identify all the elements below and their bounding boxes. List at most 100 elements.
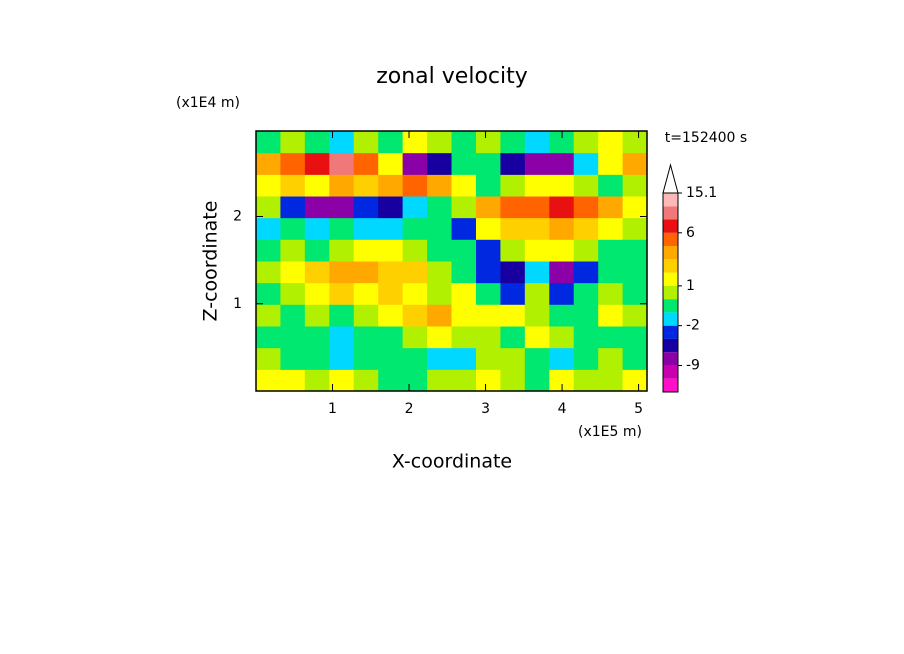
colorbar-extend: [662, 163, 679, 194]
field-cell: [256, 217, 281, 240]
field-cell: [622, 195, 648, 219]
field-cell: [304, 152, 330, 175]
field-cell: [329, 369, 355, 392]
field-cell: [378, 130, 404, 154]
field-cell: [549, 152, 575, 175]
field-cell: [598, 130, 624, 154]
field-cell: [622, 239, 648, 262]
field-cell: [402, 304, 428, 327]
field-cell: [353, 304, 379, 327]
field-cell: [256, 195, 281, 219]
field-cell: [598, 239, 624, 262]
colorbar-band: [663, 299, 678, 313]
field-cell: [329, 130, 355, 154]
colorbar-band: [663, 312, 678, 326]
field-cell: [256, 174, 281, 197]
field-cell: [402, 217, 428, 240]
field-cell: [622, 304, 648, 327]
colorbar-tick-label: 15.1: [686, 185, 717, 201]
field-cell: [402, 325, 428, 349]
x-tick-label: 3: [481, 401, 490, 417]
field-cell: [549, 282, 575, 305]
field-cell: [476, 282, 501, 305]
field-cell: [573, 304, 599, 327]
colorbar-tick-label: -2: [686, 318, 700, 334]
field-cell: [622, 217, 648, 240]
field-cell: [427, 304, 453, 327]
field-cell: [622, 325, 648, 349]
colorbar-band: [663, 325, 678, 339]
colorbar-band: [663, 365, 678, 379]
field-cell: [500, 304, 526, 327]
field-cell: [280, 260, 306, 284]
field-cell: [549, 174, 575, 197]
field-cell: [573, 369, 599, 392]
field-cell: [280, 239, 306, 262]
field-cell: [256, 130, 281, 154]
field-cell: [622, 369, 648, 392]
field-cell: [500, 260, 526, 284]
field-cell: [451, 260, 477, 284]
field-cell: [280, 325, 306, 349]
colorbar-band: [663, 219, 678, 233]
field-cell: [402, 260, 428, 284]
field-cell: [524, 369, 550, 392]
field-cell: [573, 195, 599, 219]
field-cell: [256, 282, 281, 305]
field-cell: [524, 239, 550, 262]
field-cell: [451, 304, 477, 327]
field-cell: [451, 130, 477, 154]
field-cell: [524, 325, 550, 349]
field-cell: [304, 174, 330, 197]
field-cell: [451, 174, 477, 197]
field-cell: [500, 282, 526, 305]
field-cell: [573, 217, 599, 240]
field-cell: [378, 260, 404, 284]
field-cell: [476, 325, 501, 349]
field-cell: [549, 239, 575, 262]
field-cell: [353, 195, 379, 219]
field-cell: [280, 174, 306, 197]
colorbar-tick-label: -9: [686, 357, 700, 373]
field-cell: [427, 195, 453, 219]
field-cell: [304, 239, 330, 262]
field-cell: [427, 325, 453, 349]
field-cell: [598, 260, 624, 284]
field-cell: [598, 325, 624, 349]
field-cell: [549, 195, 575, 219]
field-cell: [622, 282, 648, 305]
field-cell: [427, 152, 453, 175]
field-cell: [598, 304, 624, 327]
field-cell: [304, 130, 330, 154]
field-cell: [329, 195, 355, 219]
colorbar-band: [663, 272, 678, 286]
field-cell: [500, 152, 526, 175]
field-cell: [353, 152, 379, 175]
field: [256, 130, 648, 392]
field-cell: [524, 152, 550, 175]
field-cell: [280, 195, 306, 219]
field-cell: [573, 282, 599, 305]
field-cell: [353, 282, 379, 305]
field-cell: [427, 130, 453, 154]
field-cell: [304, 217, 330, 240]
field-cell: [476, 152, 501, 175]
field-cell: [451, 239, 477, 262]
field-cell: [256, 347, 281, 370]
field-cell: [353, 260, 379, 284]
field-cell: [427, 239, 453, 262]
field-cell: [427, 217, 453, 240]
field-cell: [304, 260, 330, 284]
field-cell: [598, 195, 624, 219]
field-cell: [378, 282, 404, 305]
field-cell: [500, 217, 526, 240]
field-cell: [451, 369, 477, 392]
field-cell: [329, 304, 355, 327]
field-cell: [427, 347, 453, 370]
field-cell: [427, 260, 453, 284]
field-cell: [280, 217, 306, 240]
colorbar-band: [663, 246, 678, 260]
field-cell: [378, 217, 404, 240]
field-cell: [500, 347, 526, 370]
field-cell: [500, 325, 526, 349]
